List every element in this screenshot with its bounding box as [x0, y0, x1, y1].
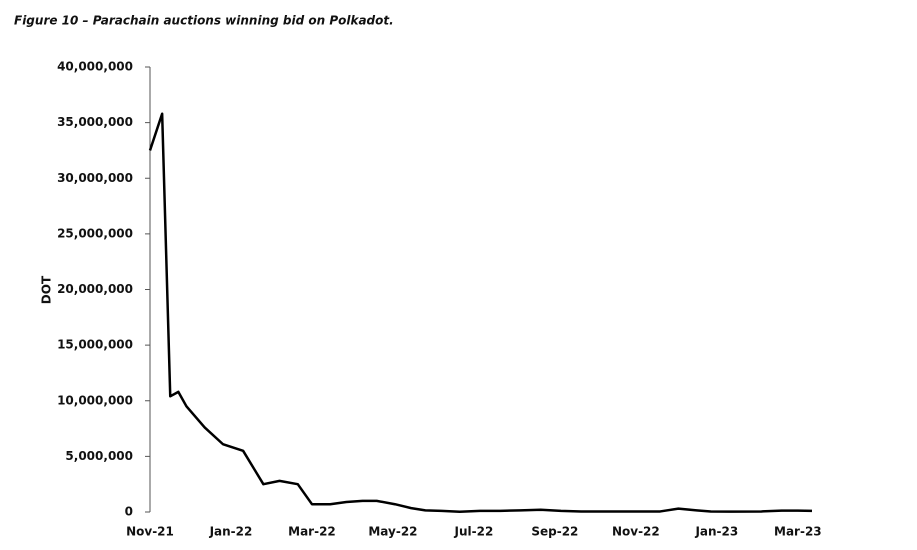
y-tick-label: 15,000,000: [57, 338, 133, 352]
y-tick-label: 5,000,000: [65, 449, 133, 463]
y-tick-label: 35,000,000: [57, 115, 133, 129]
data-line: [148, 112, 813, 514]
y-tick-label: 40,000,000: [57, 60, 133, 74]
y-tick-label: 0: [125, 505, 133, 519]
x-tick-label: Mar-23: [774, 525, 822, 539]
x-tick-label: Sep-22: [531, 525, 578, 539]
x-tick-label: May-22: [368, 525, 417, 539]
y-tick-label: 20,000,000: [57, 282, 133, 296]
y-tick-label: 25,000,000: [57, 226, 133, 240]
y-tick-label: 10,000,000: [57, 393, 133, 407]
chart-title: Figure 10 – Parachain auctions winning b…: [14, 14, 394, 28]
y-tick-label: 30,000,000: [57, 171, 133, 185]
y-axis-label: DOT: [40, 275, 54, 304]
x-tick-label: Jul-22: [454, 525, 494, 539]
x-tick-label: Mar-22: [288, 525, 336, 539]
x-tick-label: Nov-22: [612, 525, 660, 539]
x-tick-label: Jan-22: [209, 525, 253, 539]
x-tick-label: Jan-23: [694, 525, 738, 539]
x-tick-label: Nov-21: [126, 525, 174, 539]
